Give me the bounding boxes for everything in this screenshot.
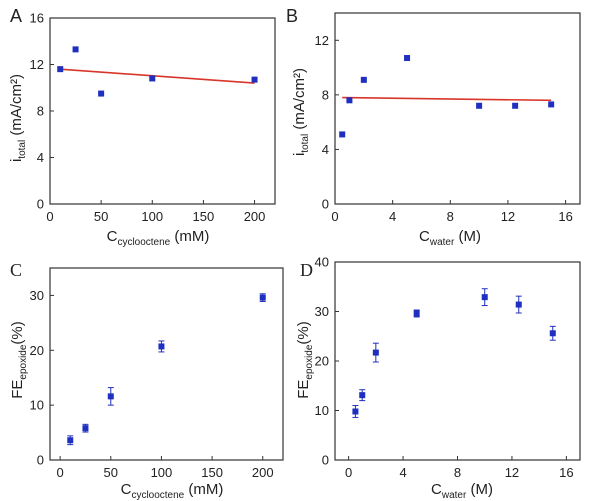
data-point-d-4 [481,294,488,301]
x-axis-label-d: Cwater (M) [431,481,493,501]
panel-b: B 0 4 8 12 16 0 4 8 12 Cwater (M) itotal (mA/cm²… [286,6,581,248]
plot-frame-c [49,267,284,461]
data-point-b-4 [476,102,483,109]
x-tick-label-a-1: 50 [94,209,108,224]
y-tick-label-b-0: 0 [322,197,329,212]
panel-letter-d: D [300,260,313,280]
x-tick-label-d-0: 0 [345,465,352,480]
x-tick-label-d-3: 12 [505,465,519,480]
data-point-c-1 [82,425,89,432]
x-tick-label-a-4: 200 [244,209,266,224]
data-point-a-4 [251,76,258,83]
x-tick-label-d-4: 16 [559,465,573,480]
data-point-b-2 [360,76,367,83]
x-tick-label-d-1: 4 [399,465,406,480]
y-axis-label-b: itotal (mA/cm²) [291,68,311,156]
data-point-c-0 [67,437,74,444]
x-tick-label-c-4: 200 [252,465,274,480]
y-tick-label-d-4: 40 [315,255,329,270]
x-tick-label-b-1: 4 [389,209,396,224]
y-tick-label-a-2: 8 [37,104,44,119]
data-points-d [352,288,556,418]
data-point-a-1 [72,46,79,53]
data-point-d-5 [515,301,522,308]
y-tick-label-b-3: 12 [315,33,329,48]
y-tick-label-b-2: 8 [322,87,329,102]
x-axis-label-c: Ccyclooctene (mM) [121,481,224,501]
data-point-b-5 [512,102,519,109]
y-tick-label-a-1: 4 [37,150,44,165]
x-tick-label-c-1: 50 [104,465,118,480]
data-point-a-2 [98,90,105,97]
panel-letter-b: B [286,6,298,26]
y-axis-label-c: FEepoxide(%) [9,321,29,399]
fit-line-a [60,68,255,84]
data-point-c-2 [107,393,114,400]
x-tick-label-b-2: 8 [447,209,454,224]
data-point-c-3 [158,343,165,350]
data-point-b-3 [404,55,411,62]
y-tick-label-d-3: 30 [315,304,329,319]
y-tick-label-d-2: 20 [315,354,329,369]
y-tick-label-d-0: 0 [322,453,329,468]
y-tick-label-c-2: 20 [30,343,44,358]
y-tick-label-a-3: 12 [30,57,44,72]
data-point-d-0 [352,408,359,415]
x-tick-label-a-0: 0 [46,209,53,224]
data-points-c [67,293,266,446]
data-point-d-3 [413,310,420,317]
x-tick-label-c-3: 150 [201,465,223,480]
x-tick-label-d-2: 8 [454,465,461,480]
y-tick-label-c-1: 10 [30,398,44,413]
y-axis-label-d: FEepoxide(%) [295,321,315,399]
data-point-a-0 [57,66,64,73]
x-tick-label-c-2: 100 [151,465,173,480]
plot-frame-a [49,17,276,205]
ticks-b: 0 4 8 12 16 0 4 8 12 [315,33,573,224]
ticks-c: 0 50 100 150 200 0 10 20 30 [30,288,274,480]
panel-letter-a: A [10,6,22,26]
x-tick-label-b-3: 12 [501,209,515,224]
data-point-b-1 [346,97,353,104]
ticks-a: 0 50 100 150 200 0 4 8 12 16 [30,11,266,225]
data-point-c-4 [259,294,266,301]
data-point-d-2 [372,349,379,356]
fit-line-a [60,68,255,84]
y-tick-label-d-1: 10 [315,403,329,418]
y-axis-label-a: itotal (mA/cm²) [8,74,28,162]
data-point-d-1 [359,392,366,399]
ticks-d: 0 4 8 12 16 0 10 20 30 40 [315,255,574,481]
panel-d: D 0 4 8 12 16 0 10 20 30 40 Cwater (M) FEepoxide(… [295,255,581,501]
data-point-b-0 [339,131,346,138]
plot-frame-b [334,12,581,205]
y-tick-label-c-0: 0 [37,453,44,468]
y-tick-label-b-1: 4 [322,142,329,157]
x-tick-label-c-0: 0 [57,465,64,480]
x-tick-label-a-2: 100 [141,209,163,224]
data-points-a [57,46,258,97]
data-point-d-6 [549,330,556,337]
x-axis-label-a: Ccyclooctene (mM) [107,228,210,248]
plot-frame-d [334,261,581,461]
y-tick-label-a-0: 0 [37,197,44,212]
x-tick-label-b-4: 16 [558,209,572,224]
fit-line-b [342,96,552,102]
data-point-a-3 [149,75,156,82]
y-tick-label-a-4: 16 [30,11,44,26]
data-point-b-6 [548,101,555,108]
fit-line-b [342,96,552,102]
x-tick-label-a-3: 150 [193,209,215,224]
x-axis-label-b: Cwater (M) [419,228,481,248]
y-tick-label-c-3: 30 [30,288,44,303]
panel-letter-c: C [10,260,22,280]
x-tick-label-b-0: 0 [331,209,338,224]
data-points-b [339,55,555,138]
